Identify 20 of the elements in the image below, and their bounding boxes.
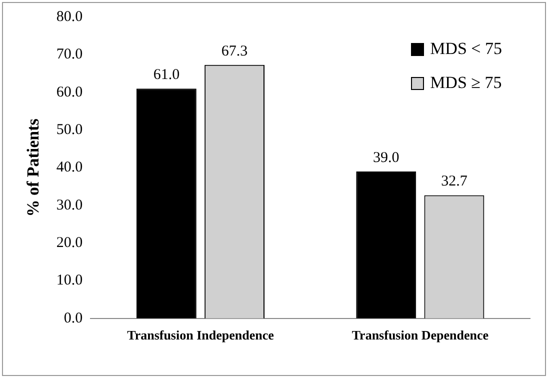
bar	[136, 88, 196, 318]
y-tick-label: 40.0	[56, 160, 83, 176]
data-label: 67.3	[221, 43, 248, 60]
x-tick-label: Transfusion Dependence	[352, 328, 489, 343]
data-label: 32.7	[441, 174, 468, 190]
legend-label: MDS ≥ 75	[430, 73, 502, 93]
y-tick-label: 50.0	[56, 122, 83, 138]
y-tick-label: 20.0	[56, 234, 83, 251]
bar	[356, 171, 416, 318]
legend-label: MDS < 75	[430, 39, 502, 59]
y-tick-label: 60.0	[56, 84, 83, 100]
y-tick-label: 70.0	[56, 46, 83, 63]
y-tick-label: 80.0	[56, 8, 83, 25]
data-label: 39.0	[372, 150, 400, 166]
y-tick-label: 0.0	[64, 310, 83, 326]
data-label: 61.0	[153, 67, 180, 84]
y-tick-label: 10.0	[56, 272, 83, 289]
y-axis-title: % of Patients	[24, 118, 43, 217]
x-tick-label: Transfusion Independence	[127, 328, 274, 343]
y-tick-label: 30.0	[56, 197, 83, 214]
